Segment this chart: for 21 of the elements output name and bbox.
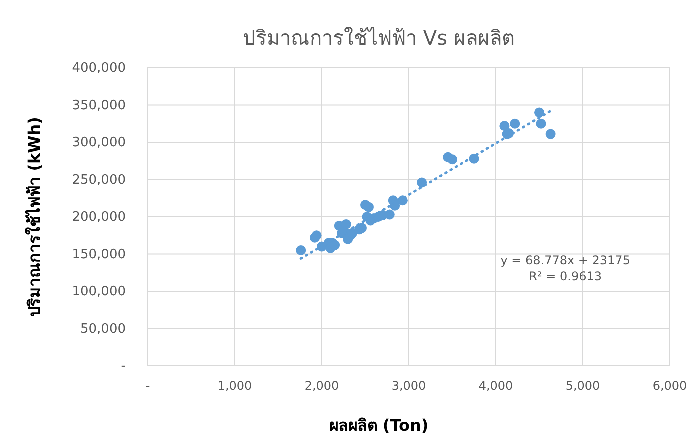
x-tick-label: 2,000 bbox=[304, 379, 340, 393]
annotation: R² = 0.9613 bbox=[529, 270, 602, 284]
y-tick-label: 50,000 bbox=[80, 322, 126, 337]
x-tick-label: 5,000 bbox=[566, 379, 600, 393]
annotation: y = 68.778x + 23175 bbox=[500, 254, 630, 268]
y-tick-label: 100,000 bbox=[72, 284, 126, 300]
y-tick-label: 300,000 bbox=[72, 136, 126, 150]
y-tick-label: 400,000 bbox=[72, 61, 126, 76]
x-tick-label: 3,000 bbox=[392, 379, 426, 393]
y-tick-label: - bbox=[121, 359, 126, 374]
x-axis-title: ผลผลิต (Ton) bbox=[329, 416, 429, 435]
y-tick-label: 350,000 bbox=[72, 98, 126, 114]
x-tick-label: - bbox=[146, 379, 150, 393]
x-tick-label: 4,000 bbox=[478, 379, 514, 393]
x-tick-label: 6,000 bbox=[652, 379, 688, 393]
x-tick-label: 1,000 bbox=[218, 379, 252, 393]
y-tick-label: 250,000 bbox=[72, 172, 126, 188]
chart-title: ปริมาณการใช้ไฟฟ้า Vs ผลผลิต bbox=[243, 26, 515, 50]
y-axis-title: ปริมาณการใช้ไฟฟ้า (kWh) bbox=[25, 117, 44, 317]
y-tick-label: 150,000 bbox=[72, 247, 126, 262]
y-tick-label: 200,000 bbox=[72, 210, 126, 225]
